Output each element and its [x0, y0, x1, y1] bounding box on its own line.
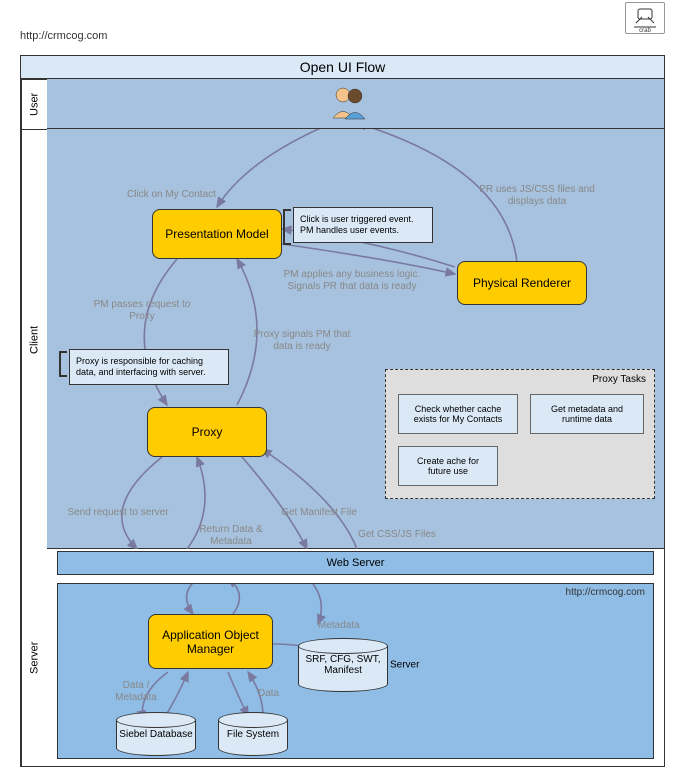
- page-url: http://crmcog.com: [20, 30, 107, 42]
- task-create-cache: Create ache for future use: [398, 446, 498, 486]
- edge-click-contact: Click on My Contact: [127, 189, 216, 201]
- edge-pr-display: PR uses JS/CSS files and displays data: [472, 184, 602, 207]
- edge-aom-datameta: Data / Metadata: [106, 680, 166, 703]
- note-bracket-proxy: [59, 351, 67, 377]
- diagram-title: Open UI Flow: [20, 55, 665, 79]
- cylinder-srf-side: Server: [390, 660, 419, 671]
- node-proxy: Proxy: [147, 407, 267, 457]
- edge-proxy-to-pm: Proxy signals PM that data is ready: [247, 329, 357, 352]
- note-bracket-pm: [283, 209, 291, 245]
- lane-server: Web Server http://crmcog.com: [47, 549, 664, 766]
- edge-aom-data: Data: [258, 688, 279, 700]
- task-check-cache: Check whether cache exists for My Contac…: [398, 394, 518, 434]
- note-proxy: Proxy is responsible for caching data, a…: [69, 349, 229, 385]
- cylinder-fs: File System: [218, 712, 288, 756]
- node-web-server: Web Server: [57, 551, 654, 575]
- logo-label: crab: [639, 28, 651, 33]
- edge-pm-to-proxy: PM passes request to Proxy: [92, 299, 192, 322]
- server-inner-panel: http://crmcog.com: [57, 583, 654, 759]
- edge-send-server: Send request to server: [53, 507, 183, 519]
- diagram-frame: User Client Server: [20, 79, 665, 767]
- edge-aom-meta: Metadata: [318, 620, 360, 632]
- edge-get-manifest: Get Manifest File: [279, 507, 359, 519]
- lane-label-client: Client: [21, 129, 47, 549]
- cylinder-srf: SRF, CFG, SWT, Manifest Server: [298, 638, 388, 692]
- lane-label-server: Server: [21, 549, 47, 766]
- logo-icon: crab: [625, 2, 665, 34]
- proxy-tasks-title: Proxy Tasks: [592, 374, 646, 385]
- lane-label-user: User: [21, 79, 47, 129]
- user-icon: [327, 85, 371, 121]
- edge-pm-to-pr: PM applies any business logic. Signals P…: [267, 269, 437, 292]
- node-physical-renderer: Physical Renderer: [457, 261, 587, 305]
- cylinder-db: Siebel Database: [116, 712, 196, 756]
- task-get-metadata: Get metadata and runtime data: [530, 394, 644, 434]
- lane-client: Click on My Contact PR uses JS/CSS files…: [47, 129, 664, 549]
- server-url: http://crmcog.com: [566, 587, 645, 598]
- node-aom: Application Object Manager: [148, 614, 273, 669]
- edge-return-data: Return Data & Metadata: [191, 524, 271, 547]
- edge-get-cssjs: Get CSS/JS Files: [347, 529, 447, 541]
- node-presentation-model: Presentation Model: [152, 209, 282, 259]
- note-pm: Click is user triggered event. PM handle…: [293, 207, 433, 243]
- proxy-tasks-panel: Proxy Tasks Check whether cache exists f…: [385, 369, 655, 499]
- lane-user: [47, 79, 664, 129]
